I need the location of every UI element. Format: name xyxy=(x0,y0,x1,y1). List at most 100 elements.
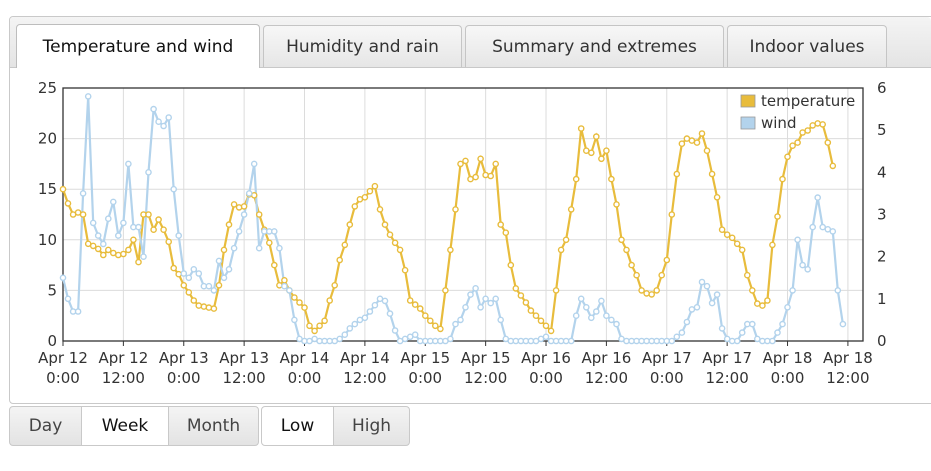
temperature-data-point xyxy=(668,211,676,218)
temperature-data-point xyxy=(270,261,278,269)
x-tick-label-date: Apr 15 xyxy=(461,349,511,367)
temperature-data-point xyxy=(507,261,515,269)
wind-data-point xyxy=(351,320,359,328)
temperature-data-point xyxy=(89,242,97,250)
x-tick-label-time: 0:00 xyxy=(408,369,442,387)
x-tick-label-date: Apr 12 xyxy=(38,349,88,367)
wind-data-point xyxy=(255,244,263,252)
plot-area-border xyxy=(62,87,864,342)
wind-data-point xyxy=(718,325,726,332)
temperature-data-point xyxy=(150,226,157,233)
tab-indoor-values[interactable]: Indoor values xyxy=(727,25,887,67)
wind-data-point xyxy=(834,287,842,294)
wind-data-point xyxy=(140,253,147,260)
temperature-data-point xyxy=(316,322,323,330)
temperature-data-point xyxy=(321,317,328,325)
temperature-data-point xyxy=(170,264,177,272)
tab-summary-and-extremes[interactable]: Summary and extremes xyxy=(465,25,724,67)
temperature-data-point xyxy=(291,294,298,301)
x-tick-label-time: 12:00 xyxy=(464,369,507,387)
temperature-data-point xyxy=(482,171,489,179)
resolution-low-button[interactable]: Low xyxy=(261,406,334,446)
temperature-data-point xyxy=(698,130,706,137)
wind-data-point xyxy=(160,122,167,130)
temperature-data-point xyxy=(130,236,137,244)
temperature-data-point xyxy=(462,157,469,165)
wind-data-point xyxy=(240,211,248,218)
wind-data-point xyxy=(819,223,827,231)
y-left-tick-label: 5 xyxy=(47,281,57,299)
x-tick-label-date: Apr 16 xyxy=(521,349,571,367)
x-tick-label-date: Apr 18 xyxy=(823,349,873,367)
temperature-data-point xyxy=(346,221,354,228)
wind-data-point xyxy=(125,160,132,168)
wind-data-point xyxy=(542,333,550,341)
temperature-data-point xyxy=(542,322,550,330)
temperature-data-point xyxy=(406,297,414,304)
range-week-button[interactable]: Week xyxy=(81,406,169,446)
x-tick-label-time: 12:00 xyxy=(706,369,749,387)
wind-data-point xyxy=(361,314,369,322)
y-right-tick-label: 2 xyxy=(877,248,887,266)
wind-data-point xyxy=(371,301,379,309)
tab-temperature-and-wind[interactable]: Temperature and wind xyxy=(16,24,260,68)
temperature-data-point xyxy=(336,256,344,264)
temperature-data-point xyxy=(789,142,796,149)
temperature-data-point xyxy=(653,287,661,294)
wind-data-point xyxy=(794,236,801,244)
wind-data-point xyxy=(79,190,87,197)
wind-data-point xyxy=(105,215,112,222)
temperature-data-point xyxy=(376,206,384,213)
x-tick-label-time: 12:00 xyxy=(585,369,628,387)
temperature-data-point xyxy=(255,211,263,218)
y-left-tick-label: 20 xyxy=(38,130,57,148)
wind-data-point xyxy=(467,291,474,298)
temperature-data-point xyxy=(628,261,635,269)
temperature-data-point xyxy=(396,246,404,254)
wind-data-point xyxy=(175,232,182,239)
range-day-button[interactable]: Day xyxy=(9,406,82,446)
resolution-high-button[interactable]: High xyxy=(333,406,410,446)
wind-series-line xyxy=(61,96,844,343)
x-tick-label-time: 0:00 xyxy=(529,369,563,387)
range-month-button[interactable]: Month xyxy=(168,406,259,446)
wind-data-point xyxy=(59,274,67,282)
wind-data-point xyxy=(74,308,82,315)
temperature-data-point xyxy=(703,147,711,154)
wind-data-point xyxy=(693,303,701,311)
temperature-data-point xyxy=(160,226,167,233)
temperature-data-point xyxy=(623,246,630,254)
temperature-data-point xyxy=(552,287,560,294)
wind-data-point xyxy=(150,105,157,113)
wind-data-point xyxy=(613,320,620,328)
wind-data-point xyxy=(452,320,459,328)
temperature-data-point xyxy=(240,203,248,210)
temperature-data-point xyxy=(562,236,570,244)
wind-data-point xyxy=(603,312,610,319)
temperature-data-point xyxy=(426,317,434,325)
wind-data-point xyxy=(94,232,102,239)
temperature-data-point xyxy=(180,281,188,289)
wind-data-point xyxy=(336,335,344,343)
temperature-data-point xyxy=(326,297,334,304)
wind-data-point xyxy=(583,303,590,311)
temperature-data-point xyxy=(311,327,318,335)
temperature-data-point xyxy=(442,287,449,294)
tab-humidity-and-rain[interactable]: Humidity and rain xyxy=(263,25,462,67)
temperature-data-point xyxy=(517,292,525,299)
wind-data-point xyxy=(809,223,817,231)
temperature-data-point xyxy=(764,297,771,304)
wind-data-point xyxy=(769,337,776,345)
wind-data-point xyxy=(683,318,691,326)
wind-data-point xyxy=(180,270,188,277)
temperature-data-point xyxy=(401,266,409,274)
temperature-data-point xyxy=(230,201,238,208)
wind-data-point xyxy=(115,232,122,239)
wind-data-point xyxy=(577,295,585,303)
wind-data-point xyxy=(799,261,806,269)
temperature-data-point xyxy=(643,290,650,297)
wind-data-point xyxy=(487,299,495,307)
temperature-data-point xyxy=(598,155,605,163)
wind-data-point xyxy=(281,282,288,290)
wind-data-point xyxy=(804,265,812,273)
